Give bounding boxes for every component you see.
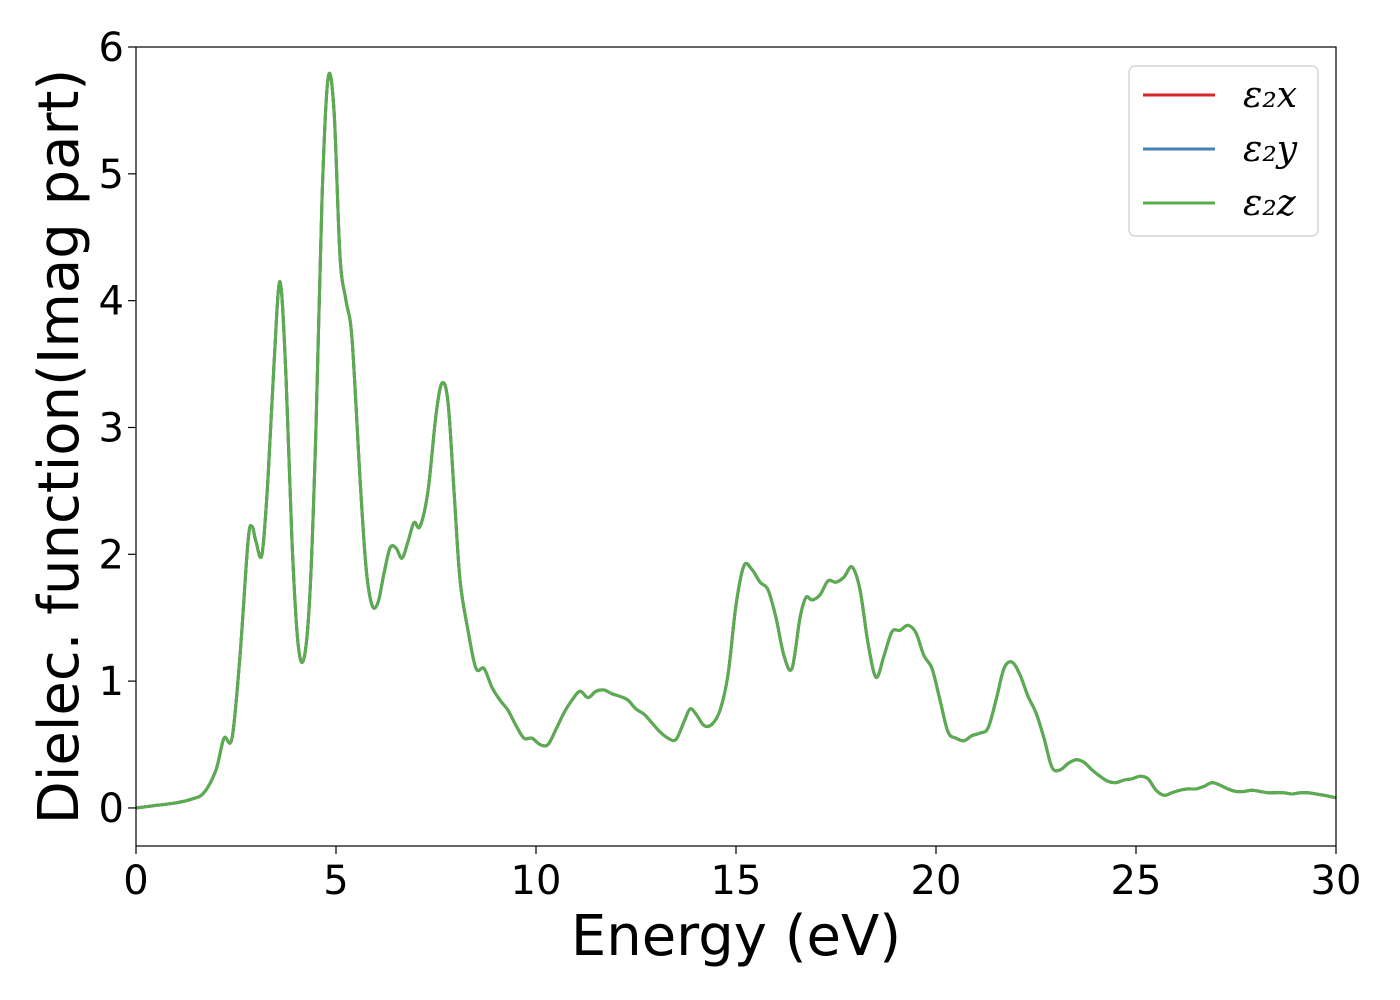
y-tick-label: 6 [99, 25, 124, 71]
y-axis-title: Dielec. function(Imag part) [27, 69, 92, 825]
legend-label: ε₂y [1243, 129, 1298, 170]
x-tick-label: 0 [123, 858, 148, 904]
series-layer [135, 71, 1337, 810]
legend-label: ε₂x [1243, 75, 1297, 116]
y-tick-label: 4 [99, 279, 124, 325]
x-axis-title: Energy (eV) [571, 904, 901, 969]
legend-box [1128, 65, 1319, 237]
y-axis-ticks: 0 1 2 3 4 5 6 [99, 25, 136, 832]
legend: ε₂x ε₂y ε₂z [1128, 65, 1319, 237]
x-axis-ticks: 0 5 10 15 20 25 30 [123, 846, 1361, 904]
y-tick-label: 3 [99, 405, 124, 451]
x-tick-label: 10 [511, 858, 562, 904]
y-tick-label: 0 [99, 786, 124, 832]
x-tick-label: 30 [1311, 858, 1362, 904]
x-tick-label: 15 [711, 858, 762, 904]
y-tick-label: 2 [99, 532, 124, 578]
x-tick-label: 5 [323, 858, 348, 904]
x-tick-label: 25 [1111, 858, 1162, 904]
plot-area [135, 46, 1337, 847]
y-tick-label: 5 [99, 152, 124, 198]
legend-label: ε₂z [1243, 183, 1297, 224]
x-tick-label: 20 [911, 858, 962, 904]
series-line-3 [135, 71, 1337, 810]
y-tick-label: 1 [99, 659, 124, 705]
